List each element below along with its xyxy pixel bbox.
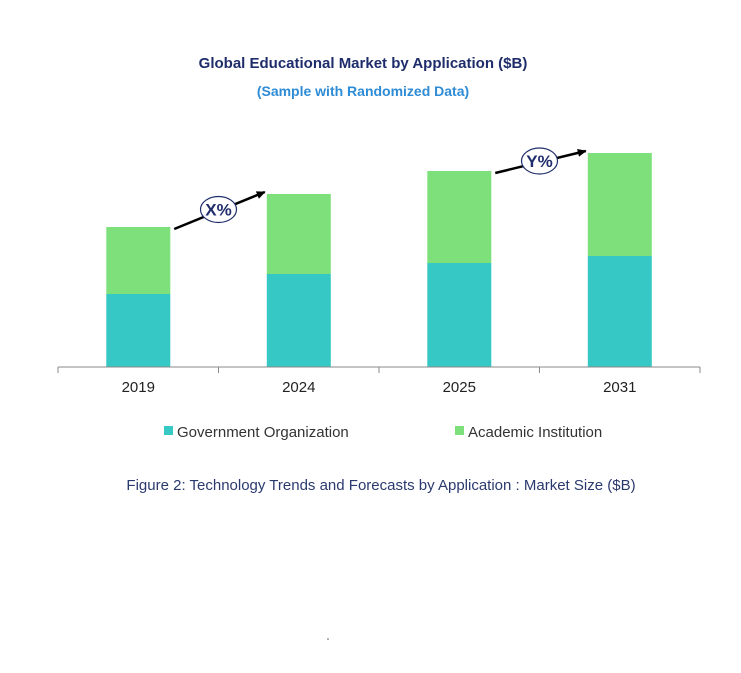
bar-academic-institution-2031 bbox=[587, 153, 652, 256]
x-tick-label-2019: 2019 bbox=[122, 379, 155, 396]
x-tick-label-2031: 2031 bbox=[603, 379, 636, 396]
bar-group bbox=[106, 153, 652, 367]
growth-label: Y% bbox=[526, 152, 552, 171]
x-tick-label-2024: 2024 bbox=[282, 379, 315, 396]
bar-academic-institution-2024 bbox=[266, 194, 331, 274]
growth-label-bubble bbox=[520, 147, 559, 175]
legend-swatch bbox=[164, 426, 173, 435]
growth-label: X% bbox=[205, 201, 231, 220]
bar-government-organization-2031 bbox=[587, 256, 652, 367]
figure-caption: Figure 2: Technology Trends and Forecast… bbox=[126, 477, 635, 494]
legend-label: Academic Institution bbox=[468, 424, 602, 441]
stray-dot bbox=[327, 638, 329, 640]
chart-subtitle: (Sample with Randomized Data) bbox=[257, 83, 469, 99]
bar-academic-institution-2025 bbox=[427, 171, 492, 263]
x-tick-label-2025: 2025 bbox=[443, 379, 476, 396]
x-axis bbox=[57, 366, 701, 373]
bar-government-organization-2019 bbox=[106, 294, 171, 367]
legend-label: Government Organization bbox=[177, 424, 349, 441]
bar-government-organization-2024 bbox=[266, 274, 331, 367]
chart-title: Global Educational Market by Application… bbox=[199, 55, 528, 72]
legend: Government Organization Academic Institut… bbox=[164, 424, 602, 441]
x-tick-labels: 2019 2024 2025 2031 bbox=[122, 379, 637, 396]
legend-swatch bbox=[455, 426, 464, 435]
growth-label-bubble bbox=[199, 195, 238, 224]
growth-annotations: X% Y% bbox=[173, 147, 587, 231]
bar-academic-institution-2019 bbox=[106, 227, 171, 294]
bar-government-organization-2025 bbox=[427, 263, 492, 367]
